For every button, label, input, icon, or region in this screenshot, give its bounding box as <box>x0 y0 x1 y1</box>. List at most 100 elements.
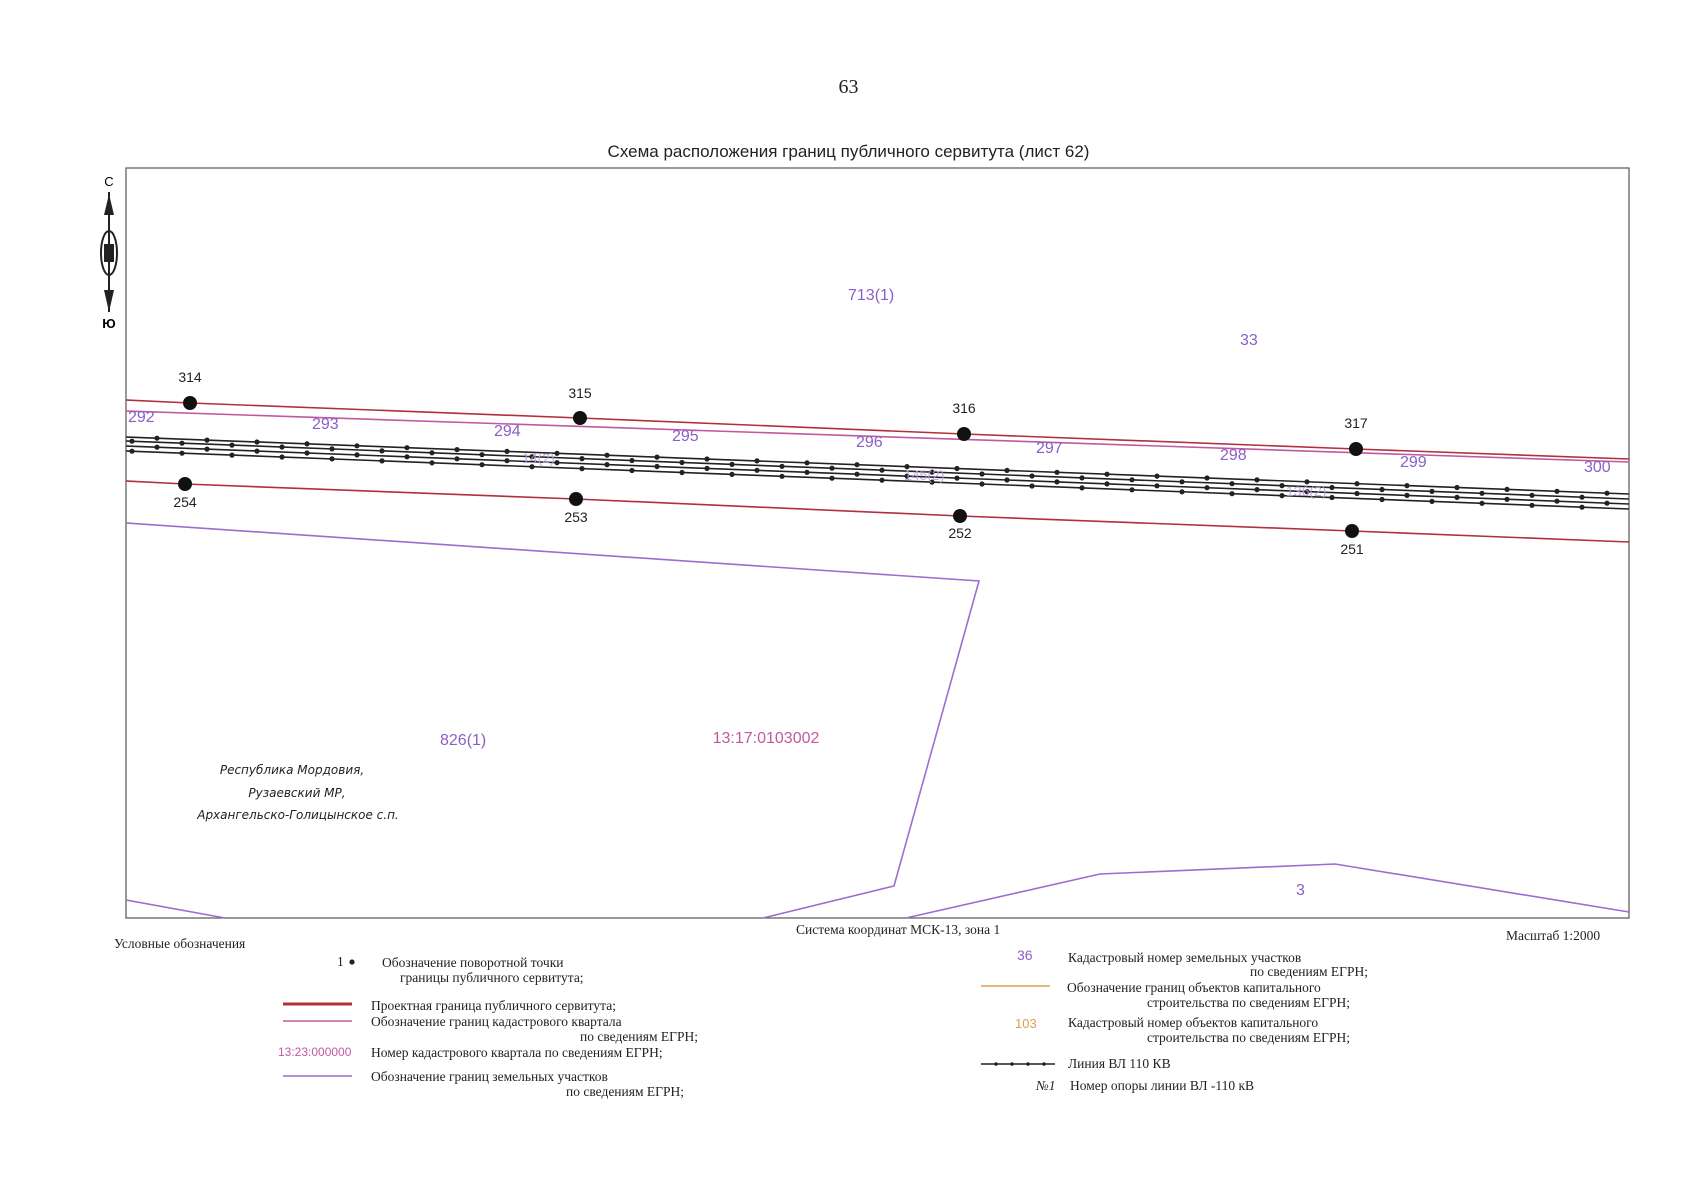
pole-marker <box>654 454 660 460</box>
pole-marker <box>1579 494 1585 500</box>
point-label: 317 <box>1344 415 1368 431</box>
legend-point-text-1: Обозначение поворотной точки <box>382 955 564 970</box>
pole-marker <box>1404 483 1410 489</box>
parcel-number: 293 <box>312 416 339 433</box>
region-line: Республика Мордовия, <box>220 763 364 777</box>
legend-servitude-text: Проектная граница публичного сервитута; <box>371 998 616 1013</box>
pole-marker <box>754 458 760 464</box>
legend-parcel-text-1: Обозначение границ земельных участков <box>371 1069 608 1084</box>
pole-marker <box>404 445 410 451</box>
pole-marker <box>1454 484 1460 491</box>
pole-marker <box>1004 477 1010 483</box>
pole-marker <box>429 450 435 456</box>
parcel-number: 713(1) <box>848 287 894 304</box>
legend-point-text-2: границы публичного сервитута; <box>400 970 584 985</box>
point-label: 314 <box>178 369 202 385</box>
point-252 <box>953 509 967 523</box>
legend-parcel-number-text-1: Кадастровый номер земельных участков <box>1068 950 1302 965</box>
pole-marker <box>204 437 210 443</box>
legend-point-symbol <box>349 959 355 965</box>
pole-marker <box>1179 489 1185 495</box>
legend-point-number: 1 <box>337 954 344 969</box>
compass-icon: С Ю <box>100 174 118 331</box>
pole-marker <box>454 456 460 462</box>
legend-quarter-sample: 13:23:000000 <box>278 1045 352 1059</box>
pole-marker <box>179 450 185 456</box>
pole-marker <box>929 469 935 475</box>
pole-marker <box>954 465 960 472</box>
legend-building-text-2: строительства по сведениям ЕГРН; <box>1147 995 1350 1010</box>
point-label: 254 <box>173 494 197 510</box>
legend-quarter-number-text: Номер кадастрового квартала по сведениям… <box>371 1045 663 1060</box>
pole-marker <box>1004 467 1010 473</box>
legend-pole-symbol: №1 <box>1036 1078 1056 1093</box>
parcel-number: 299 <box>1400 454 1427 471</box>
parcel-number: 295 <box>672 428 699 445</box>
pole-marker <box>1604 500 1610 506</box>
pole-marker <box>354 452 360 458</box>
pole-marker <box>1304 489 1310 495</box>
map-title: Схема расположения границ публичного сер… <box>607 142 1090 161</box>
pole-marker <box>504 448 510 454</box>
overlap-label: 145(2) <box>904 467 944 483</box>
compass-south-label: Ю <box>102 316 115 331</box>
pole-marker <box>1129 477 1135 483</box>
quarter-boundary-line <box>125 410 1630 463</box>
pole-marker <box>954 475 960 481</box>
pole-marker <box>804 469 810 475</box>
point-label: 251 <box>1340 541 1364 557</box>
region-line: Рузаевский МР, <box>248 786 345 800</box>
pole-marker <box>1029 473 1035 479</box>
legend-quarter-text-1: Обозначение границ кадастрового квартала <box>371 1014 622 1029</box>
pole-marker <box>429 460 435 466</box>
pole-marker <box>1079 475 1085 481</box>
compass-north-label: С <box>104 174 113 189</box>
pole-marker <box>1129 487 1135 493</box>
pole-marker <box>1179 479 1185 485</box>
overlap-label: 14(2) <box>522 450 555 466</box>
pole-marker <box>279 454 285 460</box>
parcel-number: 298 <box>1220 447 1247 464</box>
parcel-number: 292 <box>128 409 155 426</box>
parcel-number: 297 <box>1036 440 1063 457</box>
servitude-boundary-north <box>125 399 1630 460</box>
parcel-number: 826(1) <box>440 732 486 749</box>
point-317 <box>1349 442 1363 456</box>
pole-marker <box>1579 504 1585 510</box>
point-label: 315 <box>568 385 592 401</box>
pole-marker <box>1154 483 1160 489</box>
pole-marker <box>1279 483 1285 489</box>
servitude-points <box>178 396 1363 538</box>
legend-power-line-text: Линия ВЛ 110 КВ <box>1068 1056 1171 1071</box>
coordinate-system: Система координат МСК-13, зона 1 <box>796 922 1001 937</box>
pole-marker <box>204 446 210 452</box>
pole-marker <box>679 469 685 476</box>
power-line-110kv <box>125 436 1630 510</box>
pole-marker <box>1354 481 1360 487</box>
point-314 <box>183 396 197 410</box>
parcel-boundaries <box>125 522 1630 919</box>
pole-marker <box>379 448 385 454</box>
pole-marker <box>679 459 685 466</box>
point-label: 316 <box>952 400 976 416</box>
pole-marker <box>929 479 935 485</box>
pole-marker <box>979 481 985 487</box>
legend-quarter-text-2: по сведениям ЕГРН; <box>580 1029 698 1044</box>
pole-marker <box>1079 485 1085 491</box>
pole-marker <box>879 477 885 483</box>
parcel-3-boundary <box>905 863 1630 919</box>
pole-marker <box>1404 492 1410 498</box>
pole-marker <box>1204 475 1210 481</box>
legend-parcel-number-text-2: по сведениям ЕГРН; <box>1250 964 1368 979</box>
pole-marker <box>379 458 385 464</box>
power-line-poles <box>129 435 1610 510</box>
pole-marker <box>329 456 335 462</box>
parcel-number: 3 <box>1296 882 1305 899</box>
pole-marker <box>829 465 835 471</box>
pole-marker <box>1554 498 1560 504</box>
pole-marker <box>804 460 810 466</box>
pole-marker <box>1554 488 1560 494</box>
pole-marker <box>1429 498 1435 504</box>
region-line: Архангельско-Голицынское с.п. <box>196 808 399 822</box>
